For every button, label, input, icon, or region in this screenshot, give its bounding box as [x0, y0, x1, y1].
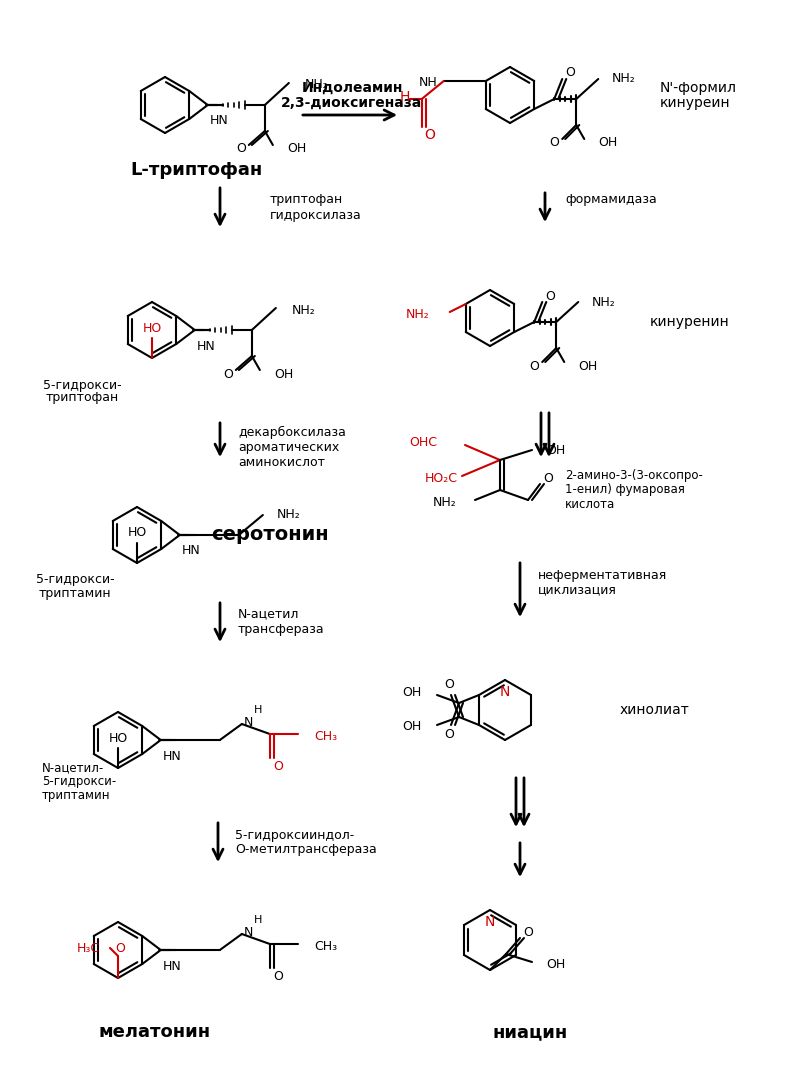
Text: NH₂: NH₂ — [612, 73, 636, 85]
Text: мелатонин: мелатонин — [99, 1023, 211, 1041]
Text: OH: OH — [287, 143, 306, 156]
Text: декарбоксилаза: декарбоксилаза — [238, 426, 346, 439]
Text: O: O — [223, 367, 233, 381]
Text: трансфераза: трансфераза — [238, 622, 325, 636]
Text: H: H — [254, 915, 262, 925]
Text: O: O — [273, 970, 282, 983]
Text: HN: HN — [197, 339, 215, 352]
Text: циклизация: циклизация — [538, 584, 617, 596]
Text: NH₂: NH₂ — [305, 79, 329, 92]
Text: ниацин: ниацин — [492, 1023, 568, 1041]
Text: H₃C: H₃C — [77, 941, 100, 955]
Text: N: N — [500, 685, 510, 699]
Text: OH: OH — [598, 137, 618, 149]
Text: NH: NH — [419, 77, 438, 90]
Text: гидроксилаза: гидроксилаза — [270, 208, 362, 222]
Text: O: O — [424, 128, 435, 142]
Text: серотонин: серотонин — [211, 526, 329, 544]
Text: OH: OH — [274, 367, 293, 381]
Text: кислота: кислота — [565, 498, 615, 511]
Text: N-ацетил: N-ацетил — [238, 607, 299, 621]
Text: OH: OH — [546, 444, 566, 457]
Text: H: H — [254, 705, 262, 715]
Text: O: O — [115, 941, 125, 955]
Text: N: N — [244, 716, 254, 729]
Text: триптамин: триптамин — [38, 587, 111, 600]
Text: 5-гидрокси-: 5-гидрокси- — [42, 379, 122, 392]
Text: 5-гидроксииндол-: 5-гидроксииндол- — [235, 828, 354, 842]
Text: N-ацетил-: N-ацетил- — [42, 762, 104, 775]
Text: OH: OH — [402, 720, 421, 733]
Text: HO: HO — [127, 526, 146, 540]
Text: хинолиат: хинолиат — [620, 703, 690, 717]
Text: аминокислот: аминокислот — [238, 456, 325, 468]
Text: HO: HO — [108, 732, 128, 745]
Text: N'-формил: N'-формил — [660, 81, 737, 95]
Text: OHC: OHC — [409, 436, 437, 449]
Text: OH: OH — [402, 686, 421, 700]
Text: триптофан: триптофан — [46, 392, 118, 404]
Text: NH₂: NH₂ — [592, 296, 616, 308]
Text: неферментативная: неферментативная — [538, 569, 667, 582]
Text: L-триптофан: L-триптофан — [130, 161, 262, 179]
Text: кинуреин: кинуреин — [660, 96, 730, 110]
Text: 2,3-диоксигеназа: 2,3-диоксигеназа — [282, 96, 422, 110]
Text: H: H — [399, 90, 410, 103]
Text: O: O — [444, 729, 454, 742]
Text: триптофан: триптофан — [270, 193, 343, 207]
Text: 5-гидрокси-: 5-гидрокси- — [42, 776, 116, 789]
Text: O: O — [523, 925, 533, 939]
Text: O: O — [530, 360, 539, 372]
Text: NH₂: NH₂ — [406, 307, 430, 320]
Text: O: O — [550, 137, 559, 149]
Text: OH: OH — [546, 957, 566, 971]
Text: HO₂C: HO₂C — [425, 472, 458, 484]
Text: N: N — [485, 915, 495, 929]
Text: Индолеамин: Индолеамин — [302, 81, 402, 95]
Text: OH: OH — [578, 360, 598, 372]
Text: O: O — [546, 289, 555, 303]
Text: CH₃: CH₃ — [314, 940, 337, 953]
Text: HN: HN — [162, 749, 182, 763]
Text: CH₃: CH₃ — [314, 730, 337, 743]
Text: HN: HN — [162, 959, 182, 972]
Text: HO: HO — [142, 321, 162, 334]
Text: 1-енил) фумаровая: 1-енил) фумаровая — [565, 483, 685, 496]
Text: O: O — [444, 679, 454, 691]
Text: триптамин: триптамин — [42, 790, 110, 802]
Text: HN: HN — [210, 114, 229, 127]
Text: N: N — [244, 925, 254, 939]
Text: O: O — [566, 66, 575, 80]
Text: HN: HN — [182, 544, 201, 557]
Text: O: O — [543, 472, 553, 484]
Text: О-метилтрансфераза: О-метилтрансфераза — [235, 844, 377, 857]
Text: кинуренин: кинуренин — [650, 315, 730, 329]
Text: 2-амино-3-(3-оксопро-: 2-амино-3-(3-оксопро- — [565, 468, 703, 481]
Text: O: O — [273, 760, 282, 773]
Text: NH₂: NH₂ — [434, 495, 457, 509]
Text: NH₂: NH₂ — [277, 509, 301, 522]
Text: формамидаза: формамидаза — [565, 193, 657, 207]
Text: O: O — [236, 143, 246, 156]
Text: NH₂: NH₂ — [292, 303, 315, 317]
Text: ароматических: ароматических — [238, 441, 339, 453]
Text: 5-гидрокси-: 5-гидрокси- — [36, 573, 114, 587]
